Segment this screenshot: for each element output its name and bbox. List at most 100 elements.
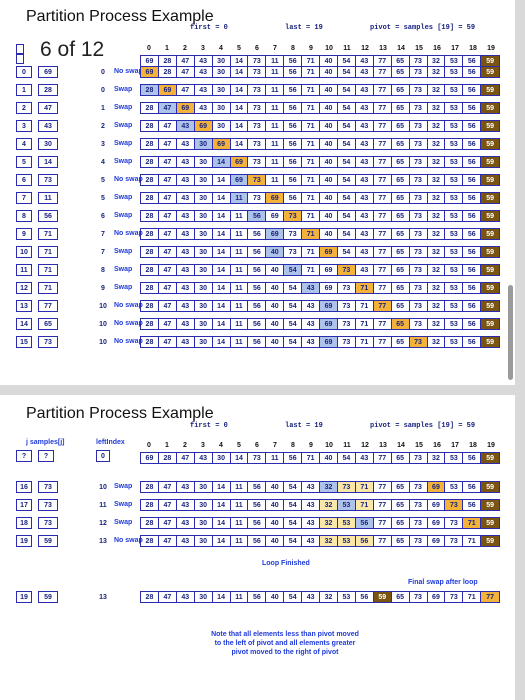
j-box: 6 [16, 174, 32, 186]
array-cell: 65 [392, 453, 410, 463]
array-cell: 69 [320, 301, 338, 311]
array-cell: 77 [374, 85, 392, 95]
array-cell: 69 [141, 67, 159, 77]
array-cell: 65 [392, 56, 410, 66]
array-row: 28 47 43 69 30 14 73 11 56 71 40 54 43 77 65 73 32 53 56 59 [140, 120, 500, 132]
array-cell: 73 [410, 85, 428, 95]
array-cell: 43 [177, 536, 195, 546]
array-cell: 11 [231, 536, 249, 546]
array-cell: 32 [428, 193, 446, 203]
array-cell: 28 [159, 67, 177, 77]
array-cell: 73 [248, 157, 267, 167]
value-box: 28 [38, 84, 58, 96]
value-box: 73 [38, 499, 58, 511]
array-cell: 32 [428, 103, 446, 113]
array-cell: 69 [194, 121, 213, 131]
array-cell: 56 [463, 247, 482, 257]
array-cell: 71 [302, 265, 321, 275]
j-box: 17 [16, 499, 32, 511]
array-row: 28 47 43 30 14 11 56 40 54 43 32 53 56 77 65 73 69 73 71 59 [140, 535, 500, 547]
array-cell: 73 [284, 229, 303, 239]
array-cell: 56 [248, 247, 267, 257]
array-row: 28 47 43 30 14 11 56 40 54 43 32 53 71 77 65 73 69 73 56 59 [140, 499, 500, 511]
array-cell: 73 [248, 56, 267, 66]
array-cell: 71 [302, 139, 321, 149]
array-cell: 30 [195, 211, 213, 221]
index-label: 7 [273, 45, 277, 52]
index-label: 12 [361, 442, 369, 449]
index-label: 4 [219, 442, 223, 449]
array-cell: 69 [428, 592, 446, 602]
array-cell: 43 [177, 157, 195, 167]
array-cell: 40 [320, 193, 338, 203]
index-label: 11 [343, 442, 351, 449]
array-cell: 28 [141, 247, 159, 257]
array-cell: 47 [177, 85, 195, 95]
array-cell: 73 [248, 103, 267, 113]
array-cell: 59 [481, 500, 500, 510]
array-cell: 65 [392, 103, 410, 113]
top-left-box: ? [38, 450, 54, 462]
array-cell: 30 [195, 229, 213, 239]
array-cell: 73 [338, 283, 356, 293]
slide-1: Partition Process Example 6 of 12 first … [0, 0, 515, 385]
index-label: 3 [201, 45, 205, 52]
array-cell: 56 [463, 85, 482, 95]
array-cell: 43 [356, 453, 374, 463]
index-label: 8 [291, 442, 295, 449]
array-cell: 71 [302, 103, 321, 113]
array-cell: 40 [320, 139, 338, 149]
leftindex-box: 13 [96, 535, 110, 547]
array-cell: 77 [374, 319, 392, 329]
array-cell: 30 [195, 193, 213, 203]
array-cell: 69 [266, 193, 285, 203]
first-label-2: first = 0 [190, 422, 228, 430]
index-label: 19 [487, 45, 495, 52]
array-cell: 40 [266, 518, 285, 528]
index-label: 14 [397, 45, 405, 52]
array-cell: 32 [428, 157, 446, 167]
value-box: 71 [38, 228, 58, 240]
array-cell: 77 [374, 247, 392, 257]
array-cell: 73 [338, 301, 356, 311]
leftindex-box: 12 [96, 517, 110, 529]
array-cell: 77 [374, 67, 392, 77]
array-cell: 71 [463, 592, 482, 602]
array-cell: 32 [428, 85, 446, 95]
array-cell: 54 [284, 265, 303, 275]
array-cell: 77 [374, 121, 392, 131]
array-cell: 47 [159, 337, 177, 347]
array-cell: 28 [141, 319, 159, 329]
array-cell: 54 [284, 283, 303, 293]
array-cell: 56 [284, 56, 303, 66]
array-cell: 14 [231, 453, 249, 463]
array-cell: 53 [445, 283, 464, 293]
array-cell: 73 [445, 536, 464, 546]
action-label: Swap [114, 501, 133, 508]
leftindex-box: 6 [96, 210, 110, 222]
array-cell: 56 [355, 518, 374, 528]
array-cell: 69 [141, 453, 159, 463]
array-cell: 30 [194, 139, 213, 149]
array-cell: 53 [337, 500, 356, 510]
array-cell: 73 [410, 175, 428, 185]
array-cell: 56 [248, 536, 267, 546]
array-cell: 71 [356, 337, 374, 347]
j-box: 4 [16, 138, 32, 150]
array-cell: 30 [213, 121, 231, 131]
note-line-2: to the left of pivot and all elements gr… [214, 640, 356, 647]
array-cell: 14 [231, 121, 249, 131]
j-box: 19 [16, 535, 32, 547]
index-label: 6 [255, 45, 259, 52]
array-cell: 28 [141, 85, 159, 95]
action-label: No swap [114, 176, 143, 183]
action-label: Swap [114, 266, 133, 273]
array-cell: 73 [337, 265, 356, 275]
array-cell: 56 [248, 592, 267, 602]
array-cell: 73 [410, 56, 428, 66]
action-label: Swap [114, 483, 133, 490]
leftindex-box: 1 [96, 102, 110, 114]
scrollbar[interactable] [508, 285, 513, 380]
array-row: 28 47 69 43 30 14 73 11 56 71 40 54 43 77 65 73 32 53 56 59 [140, 102, 500, 114]
array-cell: 65 [392, 211, 410, 221]
